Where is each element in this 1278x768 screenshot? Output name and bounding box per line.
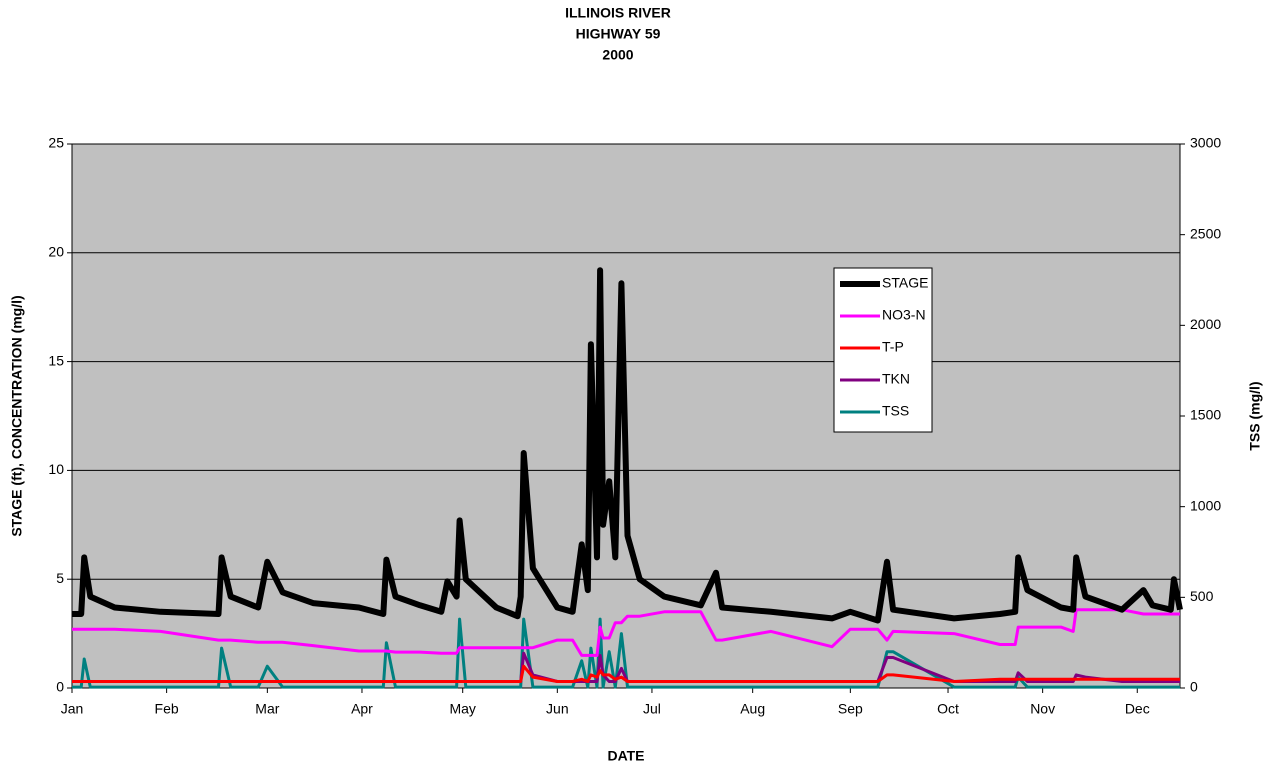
- y2-tick-label: 0: [1190, 679, 1198, 695]
- y-tick-label: 25: [48, 135, 64, 151]
- x-axis-label: DATE: [607, 748, 644, 764]
- x-tick-label: Mar: [255, 701, 279, 717]
- y2-tick-label: 500: [1190, 588, 1214, 604]
- y2-tick-label: 2000: [1190, 316, 1221, 332]
- y2-tick-label: 1500: [1190, 407, 1221, 423]
- x-tick-label: Aug: [740, 701, 765, 717]
- x-tick-label: Jun: [546, 701, 569, 717]
- x-tick-label: Oct: [937, 701, 959, 717]
- y-tick-label: 20: [48, 244, 64, 260]
- y-tick-label: 15: [48, 352, 64, 368]
- chart-title: 2000: [602, 47, 633, 63]
- chart-title: ILLINOIS RIVER: [565, 5, 671, 21]
- series-line: [72, 664, 1180, 683]
- y-tick-label: 0: [56, 679, 64, 695]
- legend-label: STAGE: [882, 275, 928, 291]
- y-axis-label: STAGE (ft), CONCENTRATION (mg/l): [9, 295, 25, 536]
- y-tick-label: 10: [48, 461, 64, 477]
- x-tick-label: Dec: [1125, 701, 1150, 717]
- series-line: [72, 608, 1180, 657]
- x-tick-label: Sep: [838, 701, 863, 717]
- x-tick-label: Jul: [643, 701, 661, 717]
- x-tick-label: Apr: [351, 701, 373, 717]
- y-tick-label: 5: [56, 570, 64, 586]
- series-line: [72, 267, 1183, 624]
- y2-tick-label: 3000: [1190, 135, 1221, 151]
- legend-box: [833, 267, 933, 433]
- chart-title: HIGHWAY 59: [576, 26, 661, 42]
- x-tick-label: Feb: [155, 701, 179, 717]
- legend-label: T-P: [882, 339, 904, 355]
- legend-label: TSS: [882, 403, 909, 419]
- x-tick-label: Jan: [61, 701, 84, 717]
- y2-axis-label: TSS (mg/l): [1247, 381, 1263, 450]
- legend-label: NO3-N: [882, 307, 926, 323]
- y2-tick-label: 2500: [1190, 225, 1221, 241]
- x-tick-label: Nov: [1030, 701, 1055, 717]
- legend-label: TKN: [882, 371, 910, 387]
- y2-tick-label: 1000: [1190, 497, 1221, 513]
- x-tick-label: May: [449, 701, 475, 717]
